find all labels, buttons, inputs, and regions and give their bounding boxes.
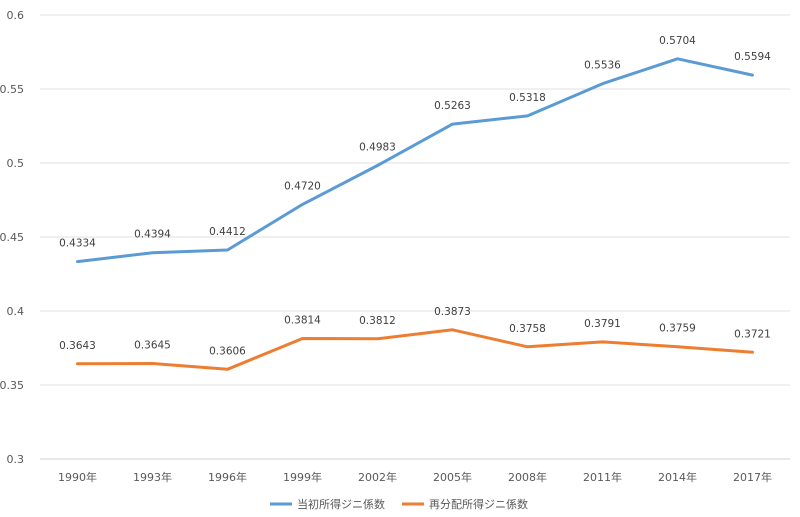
series-line-0	[76, 57, 754, 264]
x-tick-label: 2014年	[658, 470, 697, 484]
data-point	[377, 338, 378, 340]
legend-label-initial: 当初所得ジニ係数	[297, 497, 385, 511]
data-point	[227, 368, 228, 370]
series-lines	[76, 57, 754, 371]
data-label: 0.3791	[584, 318, 621, 330]
data-label: 0.4334	[59, 238, 96, 250]
data-label: 0.5704	[659, 35, 696, 47]
y-tick-label: 0.35	[0, 379, 24, 392]
y-tick-label: 0.6	[7, 9, 25, 22]
data-label: 0.5318	[509, 92, 546, 104]
data-label: 0.5536	[584, 60, 621, 72]
gridlines	[40, 14, 790, 460]
data-point	[602, 83, 603, 85]
x-axis-ticks: 1990年 1993年 1996年 1999年 2002年 2005年 2008年 2011年…	[58, 470, 772, 484]
data-point	[752, 351, 753, 353]
data-label: 0.3645	[134, 340, 171, 352]
data-label: 0.3606	[209, 345, 246, 357]
data-label: 0.4412	[209, 226, 246, 238]
y-tick-label: 0.45	[0, 231, 24, 244]
x-tick-label: 2017年	[733, 470, 772, 484]
series-line-1	[76, 328, 754, 371]
data-label: 0.5594	[734, 51, 771, 63]
x-tick-label: 2005年	[433, 470, 472, 484]
data-label: 0.4983	[359, 142, 396, 154]
data-label: 0.4720	[284, 180, 321, 192]
x-tick-label: 2008年	[508, 470, 547, 484]
data-point	[77, 363, 78, 365]
y-tick-label: 0.5	[7, 157, 25, 170]
x-tick-label: 2011年	[583, 470, 622, 484]
data-point	[677, 58, 678, 60]
data-label: 0.3814	[284, 315, 321, 327]
data-label: 0.4394	[134, 229, 171, 241]
data-point	[377, 165, 378, 167]
data-point	[152, 252, 153, 254]
data-point	[152, 363, 153, 365]
legend-label-redistributed: 再分配所得ジニ係数	[429, 498, 528, 511]
data-labels: 0.4334 0.4394 0.4412 0.4720 0.4983 0.5263 0.53…	[59, 35, 771, 358]
data-label: 0.3643	[59, 340, 96, 352]
data-label: 0.3873	[434, 306, 471, 318]
y-tick-label: 0.4	[7, 305, 25, 318]
y-tick-label: 0.55	[0, 83, 24, 96]
x-tick-label: 1993年	[133, 470, 172, 484]
data-label: 0.5263	[434, 100, 471, 112]
data-point	[302, 203, 303, 205]
data-label: 0.3759	[659, 323, 696, 335]
x-tick-label: 1996年	[208, 470, 247, 484]
data-point	[602, 341, 603, 343]
data-point	[752, 74, 753, 76]
data-point	[77, 261, 78, 263]
data-point	[227, 249, 228, 251]
data-label: 0.3812	[359, 315, 396, 327]
y-tick-label: 0.3	[7, 453, 25, 466]
data-point	[302, 338, 303, 340]
x-tick-label: 1999年	[283, 470, 322, 484]
data-label: 0.3721	[734, 328, 771, 340]
data-point	[527, 346, 528, 348]
data-point	[527, 115, 528, 117]
data-point	[677, 346, 678, 348]
data-point	[452, 329, 453, 331]
x-tick-label: 1990年	[58, 470, 97, 484]
data-label: 0.3758	[509, 323, 546, 335]
legend: 当初所得ジニ係数 再分配所得ジニ係数	[270, 497, 528, 511]
y-axis-ticks: 0.3 0.35 0.4 0.45 0.5 0.55 0.6	[0, 9, 24, 466]
x-tick-label: 2002年	[358, 470, 397, 484]
data-point	[452, 123, 453, 125]
